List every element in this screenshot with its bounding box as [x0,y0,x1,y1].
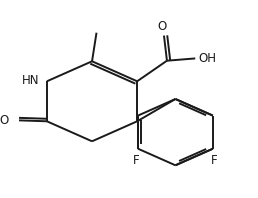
Text: O: O [158,20,167,33]
Text: F: F [211,154,217,168]
Text: F: F [133,154,140,168]
Text: OH: OH [198,52,216,65]
Text: O: O [0,114,8,127]
Text: HN: HN [22,74,39,87]
